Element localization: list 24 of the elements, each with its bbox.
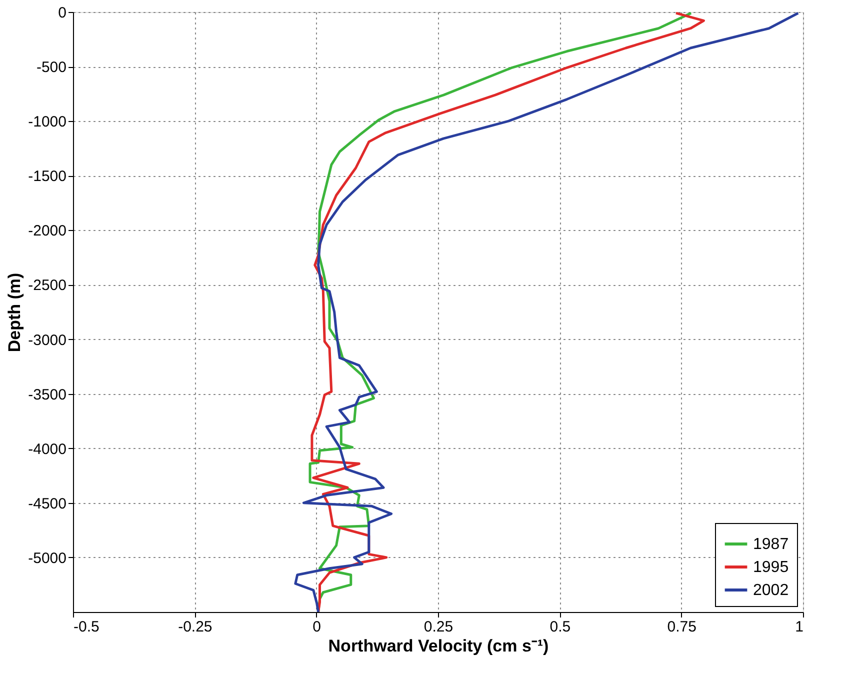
x-tick-label: 0.5	[550, 618, 571, 636]
x-tick-label: -0.5	[74, 618, 100, 636]
x-axis-title: Northward Velocity (cm s⁻¹)	[328, 636, 549, 656]
legend-label: 1995	[753, 559, 789, 576]
x-tick-label: 0.25	[424, 618, 454, 636]
y-tick-label: -500	[36, 59, 66, 76]
x-tick-label: -0.25	[178, 618, 212, 636]
y-tick-label: -4000	[28, 440, 66, 458]
legend-label: 1987	[753, 536, 789, 553]
y-tick-label: -1000	[28, 114, 66, 131]
y-tick-label: 0	[58, 4, 66, 22]
line-series	[294, 12, 800, 612]
y-tick-label: -1500	[28, 168, 66, 186]
y-tick-label: -3500	[28, 386, 66, 404]
y-tick-label: -3000	[28, 332, 66, 349]
x-tick-label: 1	[795, 618, 804, 636]
x-tick-label: 0.75	[667, 618, 696, 636]
legend-label: 2002	[753, 582, 789, 599]
y-tick-label: -2500	[28, 277, 66, 294]
y-axis-title: Depth (m)	[5, 272, 24, 352]
y-tick-label: -2000	[28, 222, 66, 240]
y-tick-label: -4500	[28, 495, 66, 512]
x-tick-label: 0	[312, 618, 322, 636]
y-tick-label: -5000	[28, 550, 66, 567]
